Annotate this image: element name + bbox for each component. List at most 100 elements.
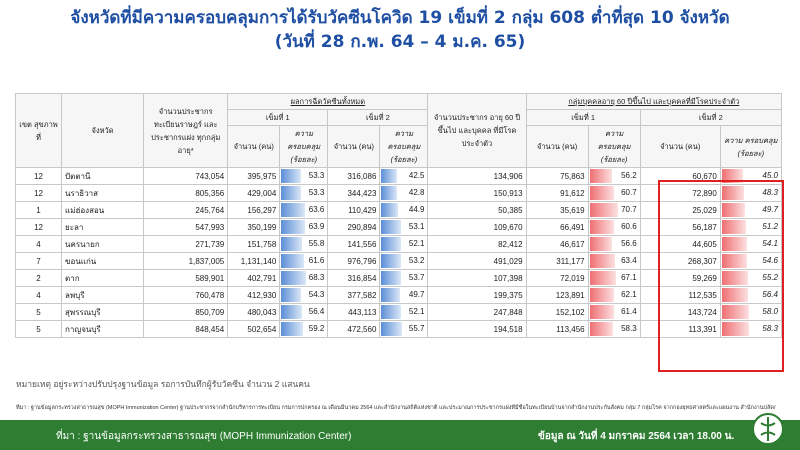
cell-region: 12	[14, 167, 63, 185]
cell-g1: 35,619	[525, 201, 589, 219]
g2pct-data-bar	[721, 220, 746, 234]
table-row: 5 สุพรรณบุรี 850,709 480,043 56.4 443,113 52.1…	[14, 303, 783, 321]
cell-g1: 311,177	[525, 252, 589, 270]
cell-region: 12	[14, 184, 63, 202]
cell-province: สุพรรณบุรี	[61, 303, 145, 321]
cell-pop60: 150,913	[427, 184, 527, 202]
header-region: เขต สุขภาพที่	[14, 93, 63, 168]
cell-g1pct: 70.7	[587, 201, 641, 219]
title-line-2: (วันที่ 28 ก.พ. 64 – 4 ม.ค. 65)	[274, 32, 526, 52]
cell-population: 850,709	[143, 303, 229, 321]
g1pct-value: 63.4	[621, 256, 637, 265]
cell-g1pct: 62.1	[587, 286, 641, 304]
d1pct-value: 53.3	[308, 188, 325, 197]
footer-source: ที่มา : ฐานข้อมูลกระทรวงสาธารณสุข (MOPH …	[56, 431, 352, 442]
cell-g2: 25,029	[639, 201, 721, 219]
g2pct-value: 49.7	[762, 205, 778, 214]
d2pct-value: 55.7	[408, 324, 425, 333]
d2pct-data-bar	[381, 288, 400, 302]
cell-population: 805,356	[143, 184, 229, 202]
d1pct-data-bar	[281, 220, 305, 234]
d1pct-value: 63.6	[308, 205, 325, 214]
d2pct-value: 53.2	[408, 256, 425, 265]
d1pct-value: 63.9	[308, 222, 325, 231]
cell-d1pct: 54.3	[279, 286, 329, 304]
d2pct-data-bar	[381, 169, 397, 183]
cell-province: ขอนแก่น	[61, 252, 145, 270]
cell-d1: 350,199	[227, 218, 281, 236]
header-g2-count: จำนวน (คน)	[639, 125, 721, 168]
cell-g2pct: 54.6	[719, 252, 783, 270]
cell-pop60: 247,848	[427, 303, 527, 321]
cell-g1pct: 67.1	[587, 269, 641, 287]
d1pct-data-bar	[281, 271, 307, 285]
header-g1-coverage: ความ ครอบคลุม (ร้อยละ)	[587, 125, 641, 168]
cell-d1: 151,758	[227, 235, 281, 253]
g2pct-value: 45.0	[762, 171, 778, 180]
cell-d1pct: 53.3	[279, 167, 329, 185]
cell-d2pct: 53.1	[379, 218, 429, 236]
header-d1-count: จำนวน (คน)	[227, 125, 281, 168]
d2pct-data-bar	[381, 220, 401, 234]
cell-province: ยะลา	[61, 218, 145, 236]
g1pct-data-bar	[589, 254, 615, 268]
cell-d2pct: 42.8	[379, 184, 429, 202]
d2pct-data-bar	[381, 254, 401, 268]
d2pct-data-bar	[381, 237, 401, 251]
cell-g1: 46,617	[525, 235, 589, 253]
cell-g1pct: 61.4	[587, 303, 641, 321]
cell-region: 4	[14, 235, 63, 253]
cell-d1pct: 59.2	[279, 320, 329, 338]
cell-d1: 502,654	[227, 320, 281, 338]
cell-pop60: 50,385	[427, 201, 527, 219]
cell-g1pct: 63.4	[587, 252, 641, 270]
d1pct-value: 56.4	[308, 307, 325, 316]
cell-d1: 395,975	[227, 167, 281, 185]
cell-g2: 112,535	[639, 286, 721, 304]
g2pct-value: 54.1	[762, 239, 778, 248]
cell-region: 2	[14, 269, 63, 287]
g2pct-data-bar	[721, 203, 746, 217]
cell-g2pct: 58.0	[719, 303, 783, 321]
cell-region: 7	[14, 252, 63, 270]
cell-d2pct: 53.7	[379, 269, 429, 287]
d1pct-value: 54.3	[308, 290, 325, 299]
cell-g2pct: 55.2	[719, 269, 783, 287]
d1pct-data-bar	[281, 254, 304, 268]
d1pct-data-bar	[281, 169, 301, 183]
cell-pop60: 199,375	[427, 286, 527, 304]
cell-population: 245,764	[143, 201, 229, 219]
cell-g2: 72,890	[639, 184, 721, 202]
header-g2-coverage: ความ ครอบคลุม (ร้อยละ)	[719, 125, 783, 168]
cell-g2pct: 49.7	[719, 201, 783, 219]
d2pct-value: 42.5	[408, 171, 425, 180]
footer-bar: ที่มา : ฐานข้อมูลกระทรวงสาธารณสุข (MOPH …	[0, 420, 800, 450]
g2pct-value: 58.0	[762, 307, 778, 316]
d2pct-data-bar	[381, 186, 398, 200]
cell-d2: 141,556	[327, 235, 381, 253]
d2pct-data-bar	[381, 271, 402, 285]
page-title: จังหวัดที่มีความครอบคลุมการได้รับวัคซีนโ…	[0, 6, 800, 54]
cell-pop60: 194,518	[427, 320, 527, 338]
d2pct-value: 52.1	[408, 239, 425, 248]
header-d2-count: จำนวน (คน)	[327, 125, 381, 168]
g2pct-data-bar	[721, 271, 748, 285]
d1pct-data-bar	[281, 203, 305, 217]
d1pct-data-bar	[281, 288, 302, 302]
cell-d1pct: 68.3	[279, 269, 329, 287]
cell-d1: 480,043	[227, 303, 281, 321]
table-row: 12 ปัตตานี 743,054 395,975 53.3 316,086 42.5 13…	[14, 167, 783, 185]
g1pct-value: 56.6	[621, 239, 637, 248]
cell-province: ตาก	[61, 269, 145, 287]
g2pct-data-bar	[721, 186, 745, 200]
d2pct-value: 53.1	[408, 222, 425, 231]
g2pct-value: 55.2	[762, 273, 778, 282]
g2pct-data-bar	[721, 254, 748, 268]
header-g1-count: จำนวน (คน)	[525, 125, 589, 168]
g1pct-value: 58.3	[621, 324, 637, 333]
d1pct-data-bar	[281, 322, 304, 336]
table-row: 5 กาญจนบุรี 848,454 502,654 59.2 472,560 55.7 1…	[14, 320, 783, 338]
d2pct-value: 49.7	[408, 290, 425, 299]
d2pct-data-bar	[381, 322, 402, 336]
table-row: 4 นครนายก 271,739 151,758 55.8 141,556 52.1 82,…	[14, 235, 783, 253]
